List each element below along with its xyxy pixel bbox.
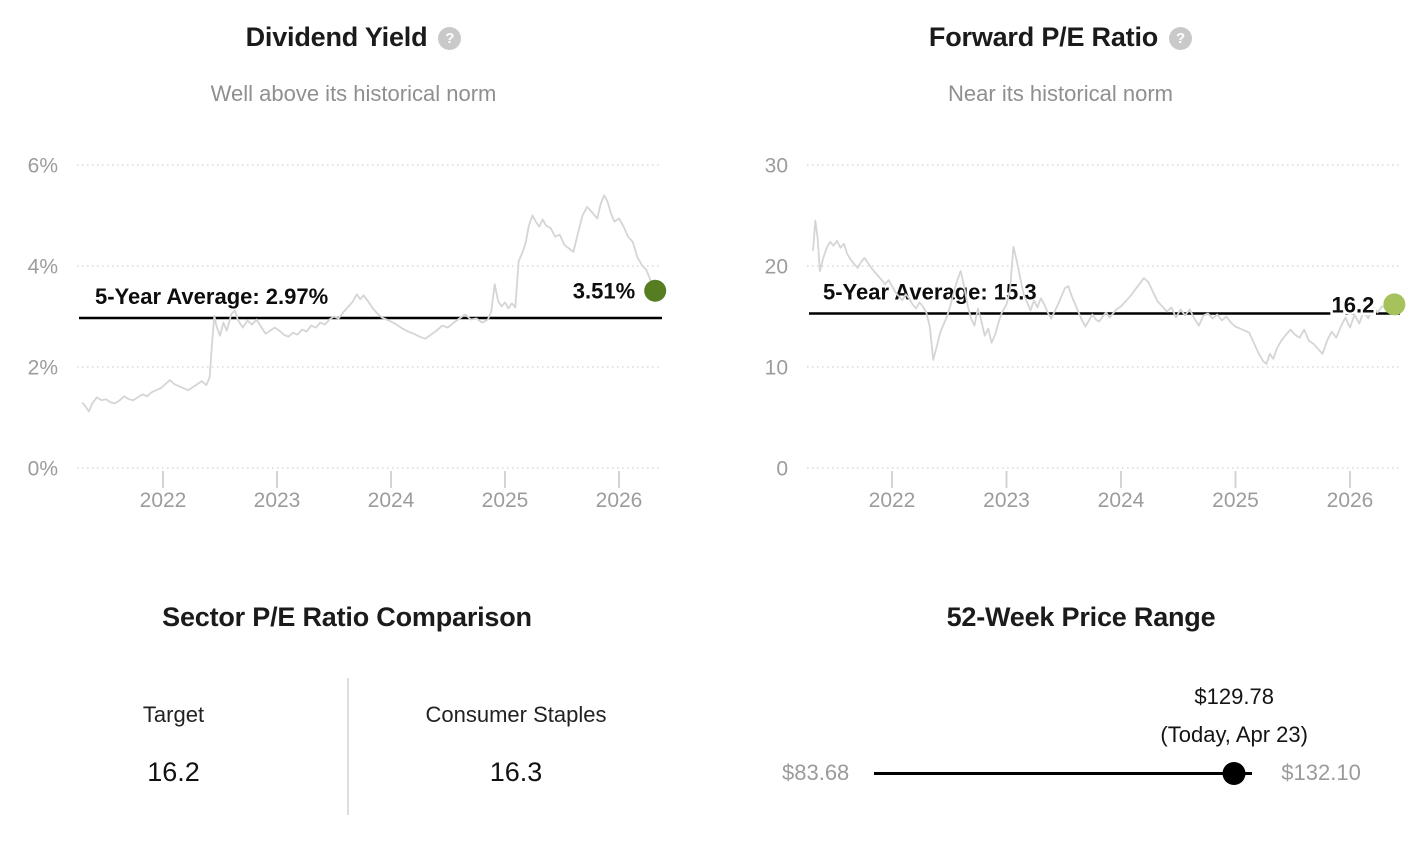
x-axis-label: 2025: [1212, 489, 1259, 512]
price-range-row: $83.68 $129.78 (Today, Apr 23) $132.10: [782, 684, 1361, 786]
dividend-yield-chart: 6% 4% 2% 0% 2022 2023 2024 2025 2026 5-Year Avera…: [28, 155, 667, 512]
current-value-label: 16.2: [1332, 292, 1375, 317]
x-axis-label: 2022: [869, 489, 916, 512]
average-line-label: 5-Year Average: 15.3: [823, 279, 1037, 304]
y-axis-label: 20: [765, 256, 788, 279]
forward-pe-chart: 30 20 10 0 2022 2023 2024 2025 2026 5-Year Averag…: [765, 155, 1406, 512]
x-axis-label: 2022: [140, 489, 187, 512]
y-axis-label: 2%: [28, 357, 58, 380]
dividend-yield-subtitle: Well above its historical norm: [210, 81, 497, 106]
price-range-title: 52-Week Price Range: [946, 602, 1216, 632]
current-value-dot: [644, 279, 667, 302]
range-high-label: $132.10: [1281, 760, 1361, 785]
y-axis-label: 10: [765, 357, 788, 380]
x-axis-label: 2023: [254, 489, 301, 512]
sector-comparison-table: Target 16.2 Consumer Staples 16.3: [0, 678, 683, 815]
sector-comparison-title: Sector P/E Ratio Comparison: [162, 602, 532, 632]
x-axis-label: 2025: [482, 489, 529, 512]
vertical-divider: [347, 678, 349, 815]
range-low-label: $83.68: [782, 760, 850, 785]
current-price-label: $129.78 (Today, Apr 23): [1160, 678, 1308, 754]
y-axis-label: 0%: [28, 458, 58, 481]
current-value-label: 3.51%: [573, 279, 635, 304]
chart-header: Forward P/E Ratio ?: [707, 22, 1414, 53]
forward-pe-title: Forward P/E Ratio: [928, 22, 1159, 52]
dividend-yield-section: Dividend Yield ? Well above its historic…: [0, 0, 707, 560]
average-line-label: 5-Year Average: 2.97%: [95, 284, 328, 309]
y-axis-label: 0: [776, 458, 788, 481]
forward-pe-subtitle: Near its historical norm: [948, 81, 1173, 106]
comparison-column-sector: Consumer Staples 16.3: [349, 678, 683, 815]
x-axis-label: 2023: [983, 489, 1030, 512]
x-axis-label: 2026: [1327, 489, 1374, 512]
comparison-column-target: Target 16.2: [0, 678, 347, 815]
comparison-value: 16.2: [147, 757, 200, 787]
comparison-value: 16.3: [489, 757, 543, 787]
series-line: [81, 194, 655, 413]
help-icon[interactable]: ?: [1169, 27, 1193, 50]
y-axis-label: 6%: [28, 155, 58, 178]
price-range-line: $129.78 (Today, Apr 23): [874, 684, 1308, 785]
help-icon[interactable]: ?: [438, 27, 462, 50]
series-line: [812, 219, 1393, 365]
comparison-label: Consumer Staples: [425, 702, 607, 727]
current-price-value: $129.78: [1194, 683, 1274, 709]
comparison-label: Target: [142, 702, 205, 727]
current-price-dot: [1222, 761, 1246, 785]
forward-pe-section: Forward P/E Ratio ? Near its historical …: [707, 0, 1414, 560]
x-axis-label: 2026: [596, 489, 643, 512]
x-axis-label: 2024: [368, 489, 415, 512]
y-axis-label: 4%: [28, 256, 58, 279]
y-axis-label: 30: [765, 155, 788, 178]
current-price-note: (Today, Apr 23): [1160, 721, 1308, 747]
chart-header: Dividend Yield ?: [0, 22, 707, 53]
current-value-dot: [1383, 293, 1406, 316]
x-axis-label: 2024: [1098, 489, 1145, 512]
dividend-yield-title: Dividend Yield: [245, 22, 428, 52]
